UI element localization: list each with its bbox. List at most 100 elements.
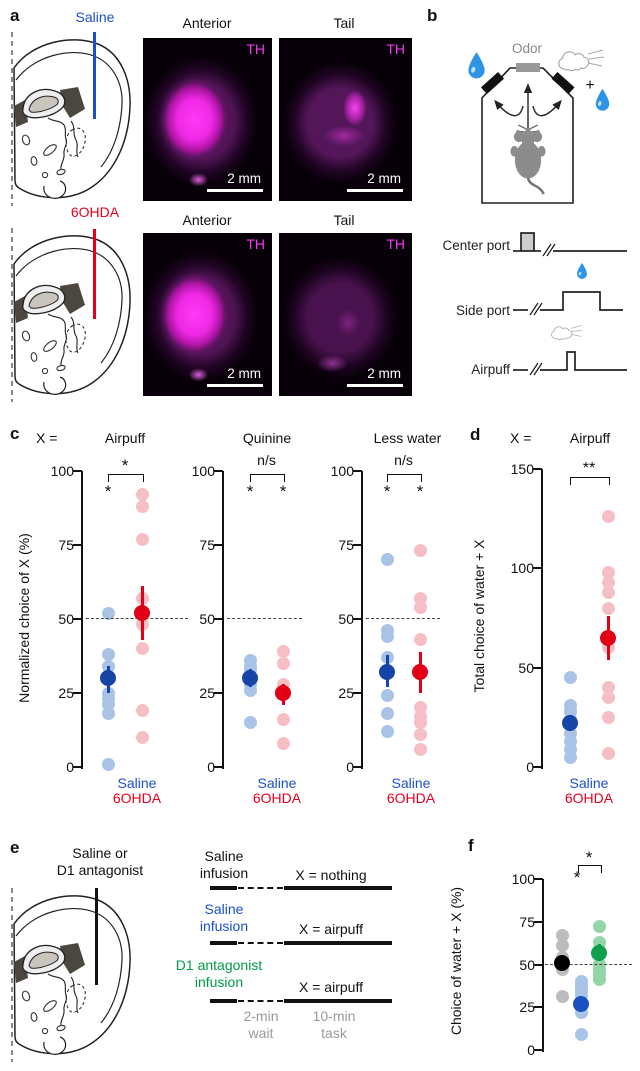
y-tick-label: 75 <box>58 537 74 553</box>
mean-point <box>242 670 258 687</box>
micrograph-title-anterior: Anterior <box>182 15 232 31</box>
y-tick <box>214 766 223 768</box>
y-tick-label: 50 <box>518 659 534 676</box>
water-drop-icon <box>577 262 587 279</box>
right-arrow <box>532 99 562 117</box>
y-tick-label: 75 <box>338 537 354 553</box>
data-point <box>592 920 606 934</box>
panel-b-label: b <box>427 6 438 25</box>
significance-star: * <box>246 482 254 501</box>
y-tick <box>534 1006 543 1009</box>
trace-label-side-port: Side port <box>455 303 510 318</box>
y-tick-label: 25 <box>338 685 354 701</box>
wait-duration-label: 2-min <box>243 1008 279 1024</box>
data-point <box>101 757 115 771</box>
y-tick <box>533 766 542 768</box>
condition-3-task: X = airpuff <box>299 979 363 995</box>
data-point <box>276 736 290 750</box>
trace-label-airpuff: Airpuff <box>471 362 510 377</box>
left-side-port <box>480 71 505 95</box>
scale-text: 2 mm <box>367 171 401 186</box>
infusion-bar <box>210 886 237 890</box>
significance-bracket <box>250 474 285 482</box>
stain-label: TH <box>246 236 265 252</box>
data-point <box>276 713 290 727</box>
data-point <box>601 565 615 579</box>
y-tick-label: 0 <box>207 759 215 775</box>
data-point <box>601 585 615 599</box>
mean-point <box>573 995 589 1012</box>
y-tick <box>214 692 223 694</box>
data-point <box>413 716 427 730</box>
data-point <box>601 690 615 704</box>
time-break-marks <box>529 302 543 316</box>
wait-dashed-line <box>238 887 283 889</box>
condition-1-name2: infusion <box>199 865 249 881</box>
scale-bar <box>207 383 263 387</box>
data-point <box>601 575 615 589</box>
y-tick-label: 75 <box>519 913 535 930</box>
right-side-port <box>551 71 575 95</box>
sixohda-injection-label: 6OHDA <box>70 204 120 220</box>
mean-point <box>379 664 395 681</box>
data-point <box>135 500 149 514</box>
data-point <box>135 532 149 546</box>
plot-title-airpuff-d: Airpuff <box>569 430 611 446</box>
data-point <box>101 707 115 721</box>
y-tick-label: 25 <box>199 685 215 701</box>
significance-label: * <box>585 848 593 867</box>
micrograph-title-anterior: Anterior <box>182 212 232 228</box>
significance-bracket <box>108 474 144 482</box>
y-tick <box>73 766 82 768</box>
mean-point <box>412 664 428 681</box>
scale-text: 2 mm <box>227 171 261 186</box>
chance-level-dashed-line <box>545 963 632 965</box>
x-group-label-saline: Saline <box>117 775 157 791</box>
y-tick <box>534 963 543 966</box>
task-duration-label2: task <box>321 1025 347 1041</box>
micrograph-6ohda-anterior: TH 2 mm <box>143 233 272 396</box>
stain-label: TH <box>386 41 405 57</box>
data-point <box>276 656 290 670</box>
y-axis-label-panel-c: Normalized choice of X (%) <box>16 533 32 703</box>
y-tick-label: 50 <box>338 611 354 627</box>
panel-e-label: e <box>10 838 20 857</box>
panel-d-label: d <box>470 425 481 444</box>
y-tick-label: 50 <box>58 611 74 627</box>
y-axis <box>540 469 543 769</box>
data-point <box>243 716 257 730</box>
y-tick <box>73 544 82 546</box>
data-point <box>380 630 394 644</box>
panel-a-label: a <box>10 6 20 25</box>
infusion-cannula-line <box>95 888 98 985</box>
y-axis <box>80 471 83 769</box>
data-point <box>380 707 394 721</box>
condition-1-name: Saline <box>204 848 244 864</box>
y-tick <box>353 544 362 546</box>
y-tick-label: 25 <box>519 999 535 1016</box>
scale-text: 2 mm <box>367 366 401 381</box>
odor-label: Odor <box>511 41 542 56</box>
water-drop-icon <box>468 52 485 79</box>
brain-section-diagram <box>4 30 134 208</box>
data-point <box>601 681 615 695</box>
data-point <box>413 633 427 647</box>
x-group-label-saline: Saline <box>391 775 431 791</box>
y-axis <box>221 471 224 769</box>
condition-2-name: Saline <box>204 901 244 917</box>
stain-label: TH <box>246 41 265 57</box>
mean-point <box>100 670 116 687</box>
x-group-label-6ohda: 6OHDA <box>564 790 614 806</box>
y-tick <box>73 470 82 472</box>
data-point <box>101 606 115 620</box>
y-tick <box>534 1049 543 1051</box>
y-axis-label-panel-f: Choice of water + X (%) <box>448 886 464 1036</box>
task-duration-label: 10-min <box>312 1008 356 1024</box>
time-break-marks <box>542 243 556 257</box>
y-tick-label: 100 <box>50 463 74 479</box>
chance-level-dashed-line <box>366 618 440 619</box>
task-bar <box>284 941 392 945</box>
data-point <box>413 544 427 558</box>
center-port-pulse <box>520 232 535 252</box>
data-point <box>135 704 149 718</box>
